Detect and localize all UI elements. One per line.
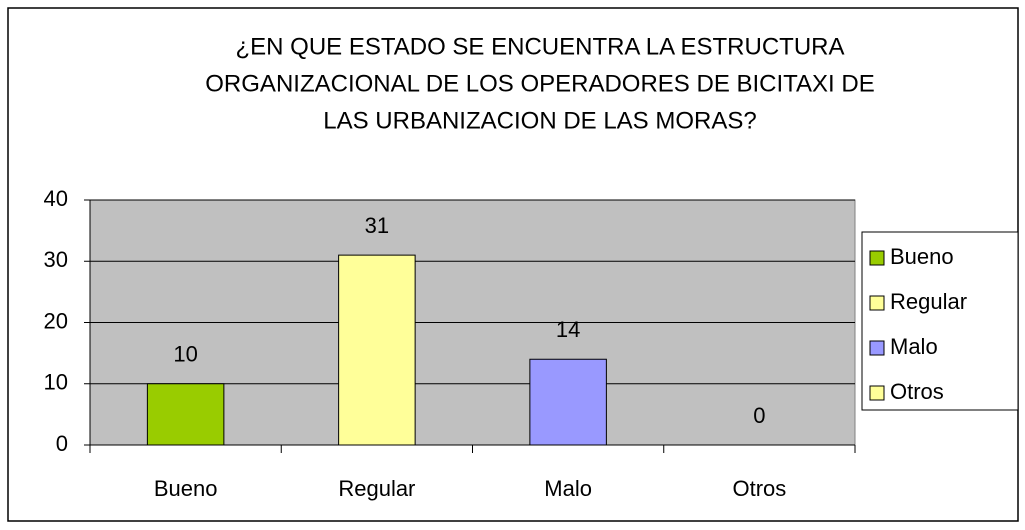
legend-label: Otros xyxy=(890,379,944,404)
y-tick-label: 30 xyxy=(44,247,68,272)
legend-swatch xyxy=(869,250,885,266)
legend-swatch xyxy=(869,340,885,356)
bar xyxy=(338,254,416,446)
x-tick-label: Malo xyxy=(544,476,592,501)
legend-label: Bueno xyxy=(890,244,954,269)
legend-label: Regular xyxy=(890,289,967,314)
legend-swatch xyxy=(869,385,885,401)
legend xyxy=(861,231,1019,411)
legend-label: Malo xyxy=(890,334,938,359)
y-tick-label: 0 xyxy=(56,431,68,456)
y-tick-label: 40 xyxy=(44,186,68,211)
bar xyxy=(529,358,607,446)
data-label: 0 xyxy=(753,403,765,428)
data-label: 10 xyxy=(173,342,197,367)
x-tick-label: Bueno xyxy=(154,476,218,501)
y-tick-label: 10 xyxy=(44,370,68,395)
chart-title: ¿EN QUE ESTADO SE ENCUENTRA LA ESTRUCTUR… xyxy=(236,33,845,60)
data-label: 14 xyxy=(556,317,580,342)
bar xyxy=(146,383,225,446)
x-tick-label: Otros xyxy=(732,476,786,501)
data-label: 31 xyxy=(365,213,389,238)
y-tick-label: 20 xyxy=(44,308,68,333)
chart-title: ORGANIZACIONAL DE LOS OPERADORES DE BICI… xyxy=(205,70,874,97)
x-tick-label: Regular xyxy=(338,476,415,501)
chart-title: LAS URBANIZACION DE LAS MORAS? xyxy=(323,107,756,134)
legend-swatch xyxy=(869,295,885,311)
